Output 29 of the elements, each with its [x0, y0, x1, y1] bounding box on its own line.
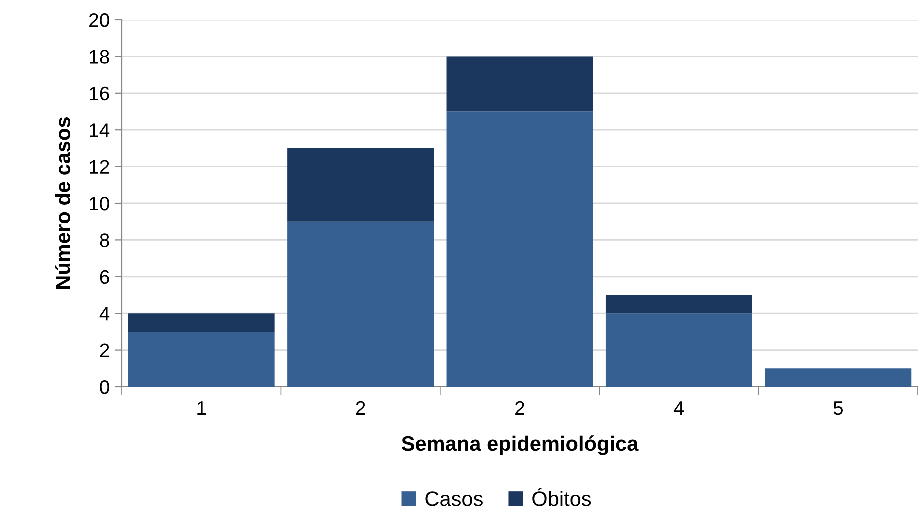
bar — [765, 368, 912, 387]
bar — [288, 222, 434, 387]
bar — [446, 112, 594, 387]
y-tick-label: 12 — [90, 160, 110, 174]
bar — [446, 56, 594, 112]
y-tick-label: 2 — [100, 344, 110, 358]
y-tick-label: 14 — [90, 124, 110, 138]
y-tick-label: 16 — [90, 86, 110, 101]
x-axis-title: Semana epidemiológica — [402, 436, 639, 456]
y-tick-label: 8 — [100, 234, 110, 248]
y-axis-title: Número de casos — [55, 118, 71, 289]
bar — [606, 295, 752, 314]
x-tick-label: 4 — [674, 402, 684, 415]
y-tick-label: 4 — [100, 307, 110, 321]
y-tick-label: 18 — [90, 50, 110, 64]
y-tick-label: 20 — [90, 13, 110, 28]
y-tick-label: 10 — [90, 196, 110, 211]
x-tick-label: 2 — [356, 401, 366, 415]
y-tick-label: 0 — [100, 380, 110, 394]
bar — [128, 314, 275, 332]
bar — [606, 314, 752, 387]
legend-label: Óbitos — [532, 488, 592, 506]
bar — [288, 148, 434, 222]
legend-label: Casos — [426, 492, 483, 506]
x-tick-label: 5 — [834, 402, 843, 416]
y-tick-label: 6 — [100, 270, 110, 284]
x-tick-label: 1 — [198, 402, 206, 415]
x-tick-label: 2 — [516, 401, 524, 415]
bar — [128, 332, 275, 387]
